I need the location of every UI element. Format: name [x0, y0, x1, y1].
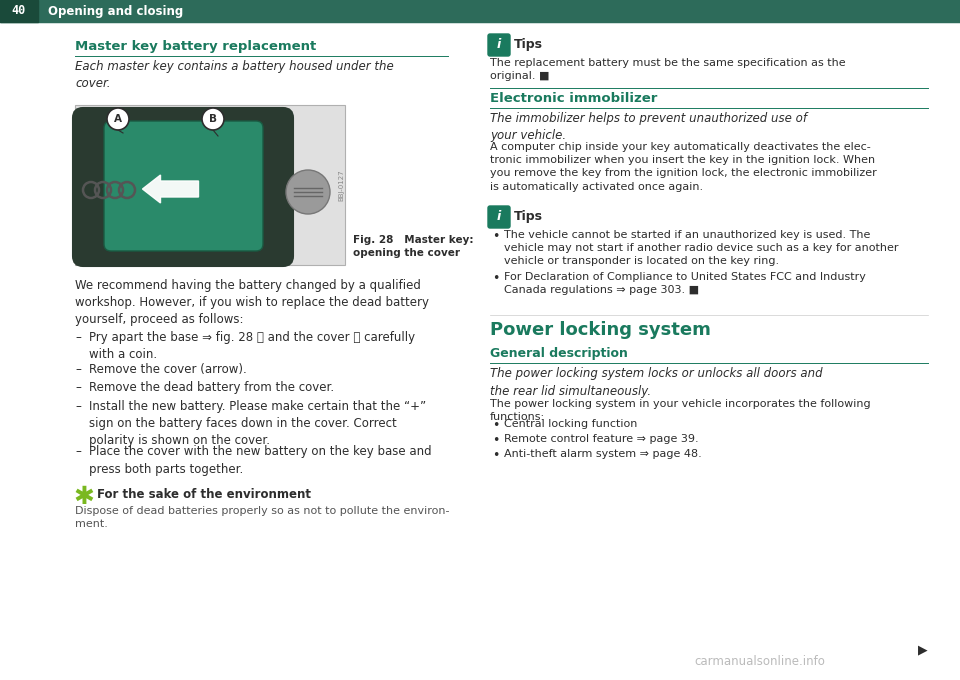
- Text: i: i: [497, 39, 501, 52]
- FancyBboxPatch shape: [488, 206, 510, 228]
- Text: –: –: [75, 381, 81, 394]
- Text: Anti-theft alarm system ⇒ page 48.: Anti-theft alarm system ⇒ page 48.: [504, 449, 702, 459]
- Text: B: B: [209, 114, 217, 124]
- Text: For Declaration of Compliance to United States FCC and Industry
Canada regulatio: For Declaration of Compliance to United …: [504, 272, 866, 295]
- Text: –: –: [75, 363, 81, 376]
- Text: •: •: [492, 230, 499, 243]
- Bar: [75, 105, 345, 265]
- Text: carmanualsonline.info: carmanualsonline.info: [695, 655, 826, 668]
- Text: Remove the dead battery from the cover.: Remove the dead battery from the cover.: [89, 381, 334, 394]
- FancyBboxPatch shape: [488, 34, 510, 56]
- Text: Master key battery replacement: Master key battery replacement: [75, 40, 316, 53]
- Text: •: •: [492, 272, 499, 285]
- Circle shape: [202, 108, 224, 130]
- Text: The power locking system in your vehicle incorporates the following
functions:: The power locking system in your vehicle…: [490, 399, 871, 422]
- FancyBboxPatch shape: [104, 121, 263, 251]
- Text: ✱: ✱: [73, 486, 94, 509]
- Text: Install the new battery. Please make certain that the “+”
sign on the battery fa: Install the new battery. Please make cer…: [89, 400, 426, 447]
- Text: A computer chip inside your key automatically deactivates the elec-
tronic immob: A computer chip inside your key automati…: [490, 142, 876, 192]
- Text: The immobilizer helps to prevent unauthorized use of
your vehicle.: The immobilizer helps to prevent unautho…: [490, 112, 807, 142]
- Text: The vehicle cannot be started if an unauthorized key is used. The
vehicle may no: The vehicle cannot be started if an unau…: [504, 230, 899, 267]
- Text: •: •: [492, 434, 499, 447]
- Text: For the sake of the environment: For the sake of the environment: [97, 488, 311, 502]
- Text: Remove the cover (arrow).: Remove the cover (arrow).: [89, 363, 247, 376]
- Text: A: A: [114, 114, 122, 124]
- Text: Tips: Tips: [514, 38, 543, 51]
- Text: Remote control feature ⇒ page 39.: Remote control feature ⇒ page 39.: [504, 434, 699, 444]
- Text: Power locking system: Power locking system: [490, 321, 710, 339]
- Text: –: –: [75, 400, 81, 413]
- FancyArrow shape: [142, 175, 199, 203]
- Text: We recommend having the battery changed by a qualified
workshop. However, if you: We recommend having the battery changed …: [75, 279, 429, 326]
- Text: Each master key contains a battery housed under the
cover.: Each master key contains a battery house…: [75, 60, 394, 90]
- Text: Dispose of dead batteries properly so as not to pollute the environ-
ment.: Dispose of dead batteries properly so as…: [75, 505, 449, 529]
- Text: •: •: [492, 449, 499, 462]
- Text: Electronic immobilizer: Electronic immobilizer: [490, 92, 658, 105]
- Text: The power locking system locks or unlocks all doors and
the rear lid simultaneou: The power locking system locks or unlock…: [490, 367, 823, 398]
- FancyBboxPatch shape: [73, 108, 293, 266]
- Text: General description: General description: [490, 347, 628, 360]
- Text: Tips: Tips: [514, 210, 543, 223]
- Bar: [0, 0, 960, 22]
- Text: Pry apart the base ⇒ fig. 28 Ⓐ and the cover Ⓑ carefully
with a coin.: Pry apart the base ⇒ fig. 28 Ⓐ and the c…: [89, 331, 415, 361]
- Text: Central locking function: Central locking function: [504, 419, 637, 429]
- Text: 40: 40: [12, 5, 26, 18]
- Text: The replacement battery must be the same specification as the
original. ■: The replacement battery must be the same…: [490, 58, 846, 81]
- Text: Place the cover with the new battery on the key base and
press both parts togeth: Place the cover with the new battery on …: [89, 445, 432, 475]
- Circle shape: [286, 170, 330, 214]
- Text: i: i: [497, 211, 501, 224]
- Text: Opening and closing: Opening and closing: [48, 5, 183, 18]
- Circle shape: [107, 108, 129, 130]
- Text: –: –: [75, 331, 81, 344]
- Text: •: •: [492, 419, 499, 432]
- Text: opening the cover: opening the cover: [353, 248, 460, 258]
- Text: –: –: [75, 445, 81, 458]
- Text: Fig. 28   Master key:: Fig. 28 Master key:: [353, 235, 473, 245]
- Bar: [0, 0, 38, 22]
- Text: BBJ-0127: BBJ-0127: [338, 169, 344, 201]
- Text: ▶: ▶: [919, 643, 928, 656]
